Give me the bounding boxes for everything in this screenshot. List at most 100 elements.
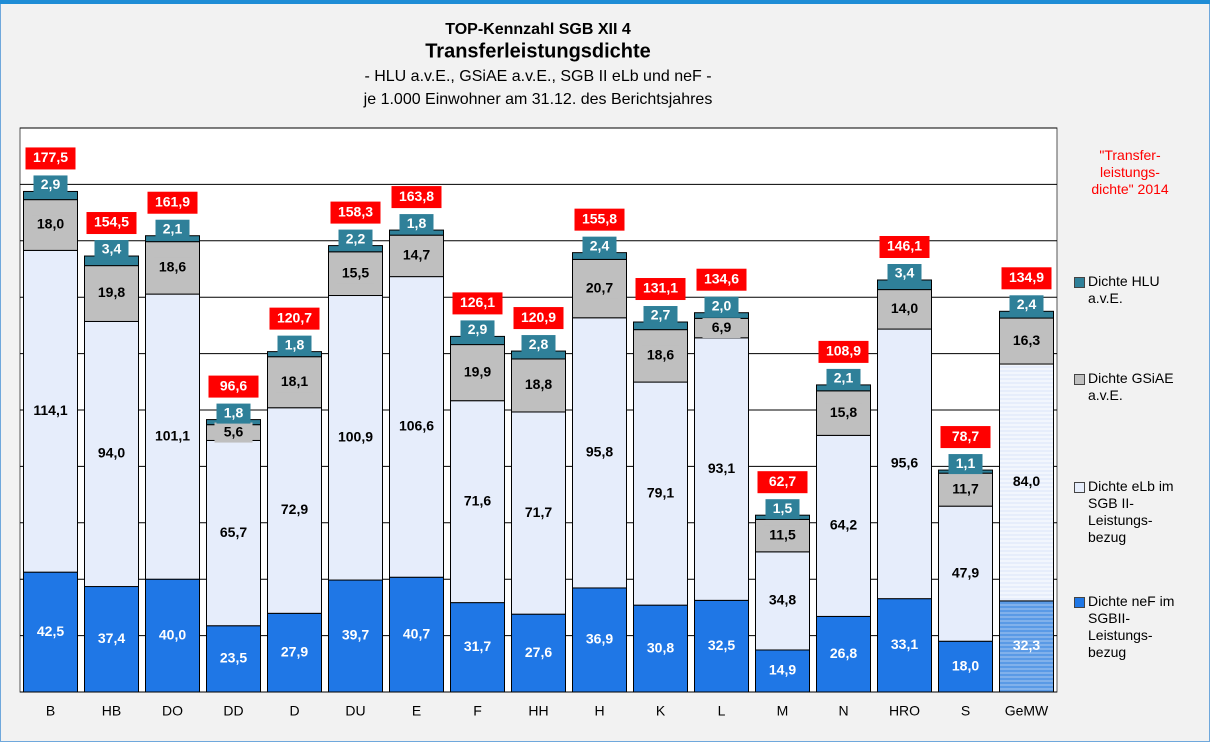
chart-title: Transferleistungsdichte [425,40,651,62]
label-box [1007,331,1046,352]
legend-label: Dichte HLU a.v.E. [1088,273,1160,306]
value-label: 36,9 [586,631,613,647]
bar-segment [450,400,505,604]
value-label: 1,1 [956,455,976,471]
top-strip [0,0,1210,4]
bar-segment [84,320,139,588]
value-label: 2,2 [346,230,366,246]
bar-segment [633,604,688,693]
value-label: 79,1 [647,484,674,500]
label-box [580,278,619,299]
value-label: 2,9 [468,321,488,337]
value-label: 11,7 [952,480,979,496]
label-box [1009,295,1044,316]
x-tick-label: E [412,703,421,719]
x-tick-label: DD [223,703,243,719]
value-label: 2,8 [529,336,549,352]
bar-segment [694,599,749,693]
bar-segment [999,363,1054,602]
value-label: 39,7 [342,627,369,643]
label-box [31,215,70,236]
total-box [25,147,76,170]
bar-segment [755,551,810,651]
legend-label: Dichte eLb im SGB II- Leistungs- bezug [1088,478,1174,545]
x-tick-label: N [838,703,848,719]
label-box [702,318,741,339]
label-box [643,306,678,327]
x-tick-label: DU [345,703,365,719]
value-label: 5,6 [224,423,244,439]
total-box [330,201,381,224]
label-box [885,299,924,320]
value-label: 114,1 [33,402,67,418]
label-box [155,219,190,240]
bar-segment [572,587,627,693]
total-label: 146,1 [887,238,922,254]
total-label: 78,7 [952,428,979,444]
label-box [458,362,497,383]
value-label: 1,8 [224,404,244,420]
value-label: 72,9 [281,501,308,517]
x-tick-label: HRO [889,703,920,719]
label-box [216,403,251,424]
value-label: 6,9 [712,319,732,335]
value-label: 40,0 [159,626,186,642]
value-label: 18,6 [647,347,674,363]
total-box [757,471,808,494]
value-label: 30,8 [647,639,674,655]
value-label: 94,0 [98,445,125,461]
bar-segment [328,579,383,693]
bar-segment [206,439,261,627]
bar-segment [206,625,261,693]
label-box [153,257,192,278]
value-label: 18,0 [37,216,64,232]
value-label: 93,1 [708,460,735,476]
subtitle: je 1.000 Einwohner am 31.12. des Bericht… [363,91,713,108]
label-box [824,403,863,424]
label-box [519,375,558,396]
total-box [635,278,686,301]
value-label: 1,8 [407,215,427,231]
value-label: 23,5 [220,650,247,666]
bar-segment [267,407,322,614]
note: "Transfer- leistungs- dichte" 2014 [1091,147,1169,197]
x-tick-label: B [46,703,55,719]
total-label: 108,9 [826,343,861,359]
value-label: 95,6 [891,455,918,471]
total-label: 126,1 [460,294,495,310]
value-label: 26,8 [830,645,857,661]
value-label: 84,0 [1013,473,1040,489]
legend-swatch [1074,482,1085,493]
value-label: 18,1 [281,373,308,389]
value-label: 2,4 [1017,296,1037,312]
total-box [696,268,747,291]
bar-segment [511,613,566,693]
total-label: 161,9 [155,193,190,209]
bar-segment [572,317,627,589]
total-box [879,235,930,258]
total-label: 131,1 [643,280,678,296]
value-label: 15,5 [342,264,369,280]
value-label: 19,8 [98,284,125,300]
total-box [818,340,869,363]
value-label: 16,3 [1013,332,1040,348]
total-box [940,426,991,449]
x-tick-label: D [289,703,299,719]
x-tick-label: H [594,703,604,719]
value-label: 2,9 [41,176,61,192]
x-tick-label: S [961,703,970,719]
bar-segment [938,640,993,693]
total-box [147,191,198,214]
x-tick-label: L [718,703,726,719]
value-label: 32,5 [708,637,735,653]
bar-segment [816,615,871,693]
label-box [460,320,495,341]
bar-segment [328,295,383,581]
value-label: 20,7 [586,279,613,295]
value-label: 101,1 [155,427,190,443]
total-label: 120,9 [521,309,556,325]
x-tick-label: F [473,703,482,719]
value-label: 1,5 [773,500,793,516]
legend-swatch [1074,374,1085,385]
label-box [92,283,131,304]
